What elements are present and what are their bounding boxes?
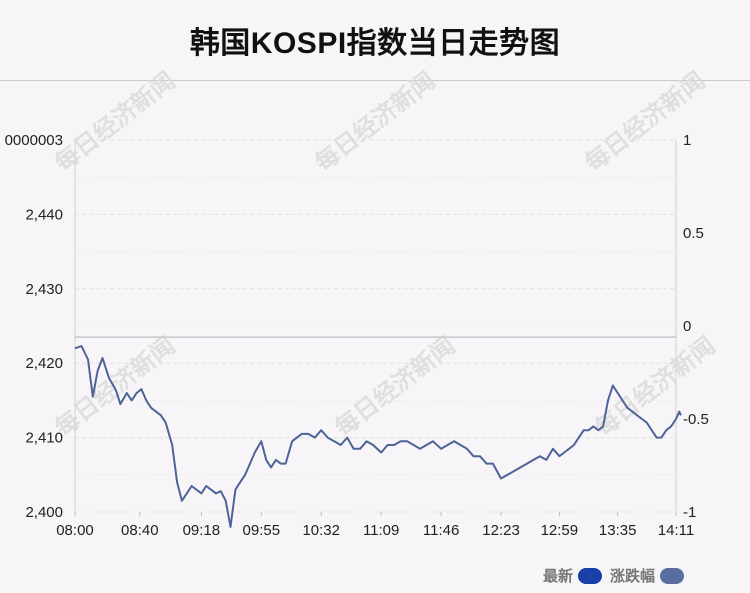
left-tick-label: 2,420	[25, 355, 63, 372]
right-tick-label: 0	[683, 318, 691, 335]
x-tick-label: 09:55	[243, 522, 281, 539]
left-tick-label: 2,440	[25, 206, 63, 223]
left-tick-label: 2,400	[25, 504, 63, 521]
watermark-2: 每日经济新闻	[580, 66, 711, 177]
watermark-4: 每日经济新闻	[330, 331, 461, 442]
x-tick-label: 11:09	[363, 522, 399, 539]
watermark-0: 每日经济新闻	[50, 66, 181, 177]
x-tick-label: 10:32	[302, 522, 340, 539]
legend-label-latest: 最新	[542, 568, 573, 585]
legend-swatch-change	[660, 567, 684, 584]
right-tick-label: 1	[683, 132, 691, 149]
right-tick-label: -0.5	[683, 411, 709, 428]
x-tick-label: 09:18	[183, 522, 221, 539]
chart-title: 韩国KOSPI指数当日走势图	[189, 27, 561, 60]
legend-item-change[interactable]: 涨跌幅	[610, 565, 684, 586]
left-tick-label: 0000003	[5, 132, 63, 149]
x-tick-label: 11:46	[423, 522, 459, 539]
grid-lines	[75, 139, 676, 513]
left-tick-label: 2,410	[25, 430, 63, 447]
right-tick-label: -1	[683, 504, 696, 521]
x-tick-label: 12:59	[541, 522, 579, 539]
right-axis-ticks: 1 0.5 0 -0.5 -1	[683, 132, 709, 521]
x-axis-ticks: 08:00 08:40 09:18 09:55 10:32 11:09 11:46 12:23…	[56, 512, 694, 539]
left-tick-label: 2,430	[25, 281, 63, 298]
right-tick-label: 0.5	[683, 225, 704, 242]
series-line-latest	[74, 345, 682, 528]
watermark-1: 每日经济新闻	[310, 66, 441, 177]
x-tick-label: 13:35	[599, 522, 637, 539]
legend-swatch-latest	[577, 567, 602, 584]
x-tick-label: 08:00	[56, 522, 94, 539]
x-tick-label: 08:40	[121, 522, 159, 539]
legend-item-latest[interactable]: 最新	[543, 565, 602, 586]
x-tick-label: 12:23	[482, 522, 520, 539]
legend-label-change: 涨跌幅	[609, 568, 655, 585]
x-tick-label: 14:11	[658, 522, 694, 539]
legend: 最新 涨跌幅	[543, 565, 684, 586]
left-axis-ticks: 2,400 2,410 2,420 2,430 2,440 0000003	[5, 132, 63, 521]
title-divider	[0, 80, 750, 81]
